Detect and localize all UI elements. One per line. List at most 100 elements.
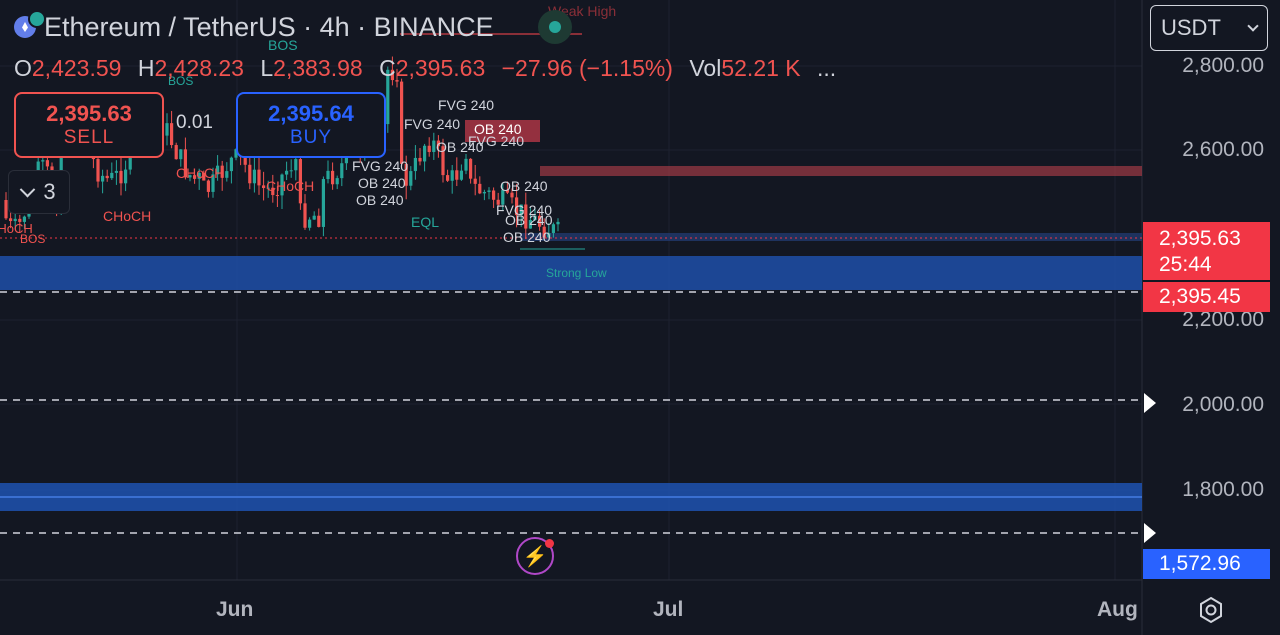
- candle-body: [308, 219, 312, 228]
- candle-body: [170, 123, 174, 146]
- candle-body: [271, 187, 275, 196]
- ob-label: OB 240: [474, 121, 522, 137]
- currency-value: USDT: [1161, 15, 1221, 40]
- candle-body: [464, 158, 468, 171]
- candle-body: [289, 170, 293, 172]
- candle-body: [188, 175, 192, 178]
- candle-body: [174, 145, 178, 160]
- candle-body: [436, 140, 440, 147]
- candle-body: [165, 123, 169, 136]
- candle-body: [243, 156, 247, 165]
- candle-body: [197, 172, 201, 179]
- candle-body: [510, 192, 514, 198]
- candle-body: [542, 226, 546, 238]
- candle-body: [248, 164, 252, 184]
- bos-label: BOS: [20, 232, 46, 246]
- price-axis-label: 2,200.00: [1182, 308, 1264, 331]
- candle-body: [450, 170, 454, 181]
- sell-button[interactable]: 2,395.63 SELL: [14, 92, 164, 158]
- volume-key: Vol: [689, 55, 722, 81]
- volume-value: 52.21 K: [721, 55, 801, 81]
- candle-body: [193, 175, 197, 179]
- buy-price: 2,395.64: [268, 101, 354, 126]
- candle-body: [119, 170, 123, 184]
- candle-body: [183, 149, 187, 178]
- lightning-icon[interactable]: ⚡: [516, 537, 554, 575]
- current-price-tag: 2,395.63 25:44: [1143, 222, 1270, 280]
- change-value: −27.96 (−1.15%): [501, 55, 673, 81]
- candle-body: [266, 187, 270, 189]
- symbol-title[interactable]: Ethereum / TetherUS · 4h · BINANCE: [44, 11, 494, 42]
- demand-zone-upper: [0, 256, 1142, 290]
- low-price-tag: 1,572.96: [1143, 549, 1270, 579]
- indicators-count: 3: [43, 179, 56, 204]
- candle-body: [326, 170, 330, 180]
- quantity-input[interactable]: 0.01: [176, 112, 213, 133]
- candle-body: [13, 218, 17, 222]
- candle-body: [216, 165, 220, 175]
- candle-body: [110, 172, 114, 179]
- candle-body: [478, 183, 482, 194]
- open-key: O: [14, 55, 32, 81]
- candle-body: [229, 157, 233, 172]
- candle-body: [285, 170, 289, 175]
- candle-body: [280, 174, 284, 196]
- candle-body: [41, 160, 45, 162]
- ethereum-icon: [14, 10, 46, 38]
- candle-body: [340, 163, 344, 179]
- candle-body: [404, 163, 408, 186]
- ob-label: OB 240: [356, 192, 404, 208]
- supply-zone: [540, 166, 1142, 176]
- fvg-label: FVG 240: [468, 133, 525, 149]
- time-axis-label: Jul: [653, 598, 684, 621]
- low-value: 2,383.98: [273, 55, 363, 81]
- indicators-toggle-button[interactable]: 3: [8, 170, 70, 214]
- ohlc-legend: O2,423.59 H2,428.23 L2,383.98 C2,395.63 …: [14, 55, 836, 82]
- low-key: L: [260, 55, 274, 81]
- high-value: 2,428.23: [154, 55, 244, 81]
- candle-body: [206, 180, 210, 192]
- fvg-label: FVG 240: [438, 97, 495, 113]
- candle-body: [124, 169, 128, 184]
- candle-body: [432, 140, 436, 153]
- candle-body: [395, 80, 399, 82]
- candle-body: [400, 81, 404, 164]
- chevron-down-icon: [1247, 20, 1259, 32]
- candle-body: [551, 224, 555, 234]
- choch-label: CHoCH: [266, 178, 315, 194]
- open-value: 2,423.59: [31, 55, 122, 81]
- candle-body: [18, 218, 22, 222]
- close-value: 2,395.63: [395, 55, 486, 81]
- candle-body: [441, 146, 445, 176]
- candle-body: [496, 199, 500, 205]
- candle-body: [423, 145, 427, 162]
- strong-low-label: Strong Low: [546, 266, 607, 280]
- candle-body: [294, 159, 298, 171]
- candle-body: [390, 69, 394, 81]
- candle-body: [469, 158, 473, 179]
- candle-body: [427, 145, 431, 153]
- candle-body: [386, 69, 390, 125]
- buy-button[interactable]: 2,395.64 BUY: [236, 92, 386, 158]
- settings-icon[interactable]: [1196, 595, 1226, 625]
- ob-zone-blue: [520, 233, 1142, 241]
- candle-body: [505, 190, 509, 193]
- choch-label: CHoCH: [103, 208, 152, 224]
- candle-body: [473, 178, 477, 184]
- candle-body: [45, 160, 49, 167]
- choch-label: CHoCH: [0, 221, 33, 236]
- market-status-icon[interactable]: [537, 10, 572, 44]
- candle-body: [533, 215, 537, 221]
- candle-body: [538, 215, 542, 227]
- candle-body: [4, 200, 8, 219]
- currency-select[interactable]: USDT: [1150, 5, 1268, 51]
- fvg-label: FVG 240: [352, 158, 409, 174]
- eql-label: EQL: [411, 214, 440, 230]
- symbol-header[interactable]: Ethereum / TetherUS · 4h · BINANCE: [14, 10, 572, 44]
- more-button[interactable]: ...: [817, 55, 837, 81]
- choch-label: CHoCH: [176, 165, 225, 181]
- chevron-down-icon: [20, 181, 36, 197]
- bos-label: BOS: [168, 74, 194, 88]
- candle-body: [96, 159, 100, 182]
